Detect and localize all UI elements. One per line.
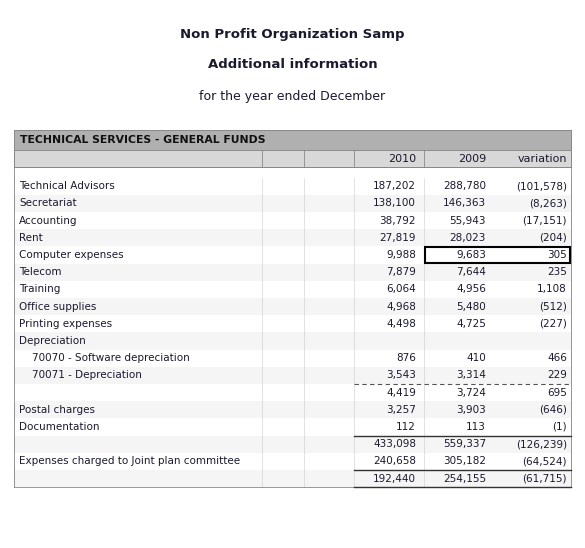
Text: 305,182: 305,182 [443, 456, 486, 466]
FancyBboxPatch shape [14, 315, 571, 332]
Text: 288,780: 288,780 [443, 181, 486, 191]
Text: Computer expenses: Computer expenses [19, 250, 123, 260]
Text: 3,903: 3,903 [456, 405, 486, 415]
Text: (126,239): (126,239) [516, 439, 567, 449]
Text: 187,202: 187,202 [373, 181, 416, 191]
Text: 70070 - Software depreciation: 70070 - Software depreciation [32, 353, 190, 363]
FancyBboxPatch shape [14, 229, 571, 246]
Text: 559,337: 559,337 [443, 439, 486, 449]
Text: 70071 - Depreciation: 70071 - Depreciation [32, 370, 142, 380]
Text: Rent: Rent [19, 233, 43, 243]
FancyBboxPatch shape [14, 150, 571, 167]
Text: 192,440: 192,440 [373, 473, 416, 483]
Text: 9,683: 9,683 [456, 250, 486, 260]
Text: 55,943: 55,943 [449, 215, 486, 226]
Text: Office supplies: Office supplies [19, 301, 97, 311]
Text: Printing expenses: Printing expenses [19, 319, 112, 329]
Text: 38,792: 38,792 [380, 215, 416, 226]
FancyBboxPatch shape [14, 470, 571, 487]
Text: Secretariat: Secretariat [19, 198, 77, 208]
Text: 146,363: 146,363 [443, 198, 486, 208]
FancyBboxPatch shape [14, 178, 571, 195]
Text: 254,155: 254,155 [443, 473, 486, 483]
Text: 4,725: 4,725 [456, 319, 486, 329]
Text: Depreciation: Depreciation [19, 336, 86, 346]
Text: 4,968: 4,968 [386, 301, 416, 311]
Text: 433,098: 433,098 [373, 439, 416, 449]
Text: 229: 229 [547, 370, 567, 380]
Text: 3,724: 3,724 [456, 387, 486, 397]
Text: 113: 113 [466, 422, 486, 432]
Text: 240,658: 240,658 [373, 456, 416, 466]
FancyBboxPatch shape [14, 350, 571, 367]
Text: (227): (227) [539, 319, 567, 329]
FancyBboxPatch shape [14, 367, 571, 384]
FancyBboxPatch shape [14, 418, 571, 436]
Text: (646): (646) [539, 405, 567, 415]
Text: 7,879: 7,879 [386, 267, 416, 277]
FancyBboxPatch shape [14, 264, 571, 281]
Text: 2009: 2009 [457, 153, 486, 164]
Text: Training: Training [19, 284, 60, 294]
Text: 27,819: 27,819 [380, 233, 416, 243]
FancyBboxPatch shape [14, 298, 571, 315]
FancyBboxPatch shape [14, 246, 571, 264]
Text: 2010: 2010 [388, 153, 416, 164]
Text: (512): (512) [539, 301, 567, 311]
Text: 3,314: 3,314 [456, 370, 486, 380]
Text: 1,108: 1,108 [537, 284, 567, 294]
Text: 3,257: 3,257 [386, 405, 416, 415]
Text: 112: 112 [396, 422, 416, 432]
FancyBboxPatch shape [14, 384, 571, 401]
Text: 138,100: 138,100 [373, 198, 416, 208]
FancyBboxPatch shape [14, 453, 571, 470]
Text: (8,263): (8,263) [529, 198, 567, 208]
Text: (61,715): (61,715) [522, 473, 567, 483]
Text: 466: 466 [547, 353, 567, 363]
Text: Documentation: Documentation [19, 422, 99, 432]
FancyBboxPatch shape [14, 130, 571, 150]
Text: (1): (1) [552, 422, 567, 432]
FancyBboxPatch shape [14, 436, 571, 453]
Text: 695: 695 [547, 387, 567, 397]
Text: (101,578): (101,578) [516, 181, 567, 191]
Text: 4,498: 4,498 [386, 319, 416, 329]
Text: Telecom: Telecom [19, 267, 61, 277]
Text: (17,151): (17,151) [522, 215, 567, 226]
Text: Postal charges: Postal charges [19, 405, 95, 415]
Text: 7,644: 7,644 [456, 267, 486, 277]
Text: 876: 876 [396, 353, 416, 363]
Text: Additional information: Additional information [208, 58, 377, 71]
Text: 4,956: 4,956 [456, 284, 486, 294]
Text: Non Profit Organization Samp: Non Profit Organization Samp [180, 28, 405, 41]
FancyBboxPatch shape [14, 195, 571, 212]
FancyBboxPatch shape [14, 401, 571, 418]
Text: Accounting: Accounting [19, 215, 77, 226]
Text: 28,023: 28,023 [450, 233, 486, 243]
Text: variation: variation [518, 153, 567, 164]
Text: 410: 410 [466, 353, 486, 363]
Text: 9,988: 9,988 [386, 250, 416, 260]
Text: for the year ended December: for the year ended December [199, 90, 386, 103]
Text: Technical Advisors: Technical Advisors [19, 181, 115, 191]
Text: 6,064: 6,064 [386, 284, 416, 294]
Text: (64,524): (64,524) [522, 456, 567, 466]
Text: Expenses charged to Joint plan committee: Expenses charged to Joint plan committee [19, 456, 240, 466]
FancyBboxPatch shape [14, 212, 571, 229]
Text: 4,419: 4,419 [386, 387, 416, 397]
Text: TECHNICAL SERVICES - GENERAL FUNDS: TECHNICAL SERVICES - GENERAL FUNDS [20, 135, 266, 145]
Text: 305: 305 [547, 250, 567, 260]
Text: (204): (204) [539, 233, 567, 243]
FancyBboxPatch shape [14, 332, 571, 350]
Text: 5,480: 5,480 [456, 301, 486, 311]
Text: 235: 235 [547, 267, 567, 277]
FancyBboxPatch shape [14, 281, 571, 298]
Text: 3,543: 3,543 [386, 370, 416, 380]
